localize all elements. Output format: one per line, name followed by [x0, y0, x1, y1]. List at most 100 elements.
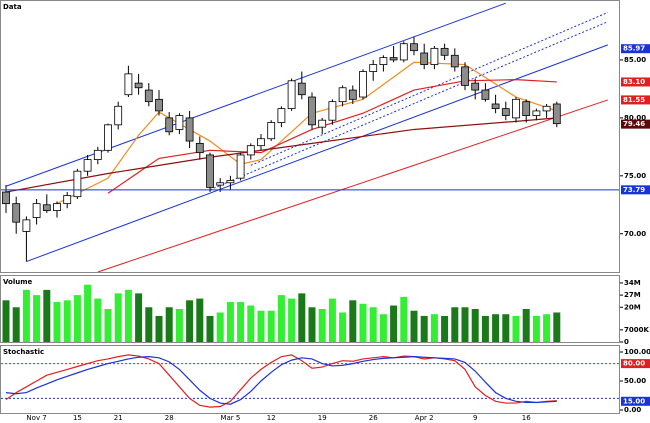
- candle-body: [338, 87, 347, 103]
- candle-body: [348, 89, 357, 100]
- volume-bar: [196, 298, 204, 342]
- candle-body: [328, 101, 337, 121]
- volume-bar: [308, 307, 316, 342]
- volume-bar: [257, 310, 265, 342]
- volume-bar: [522, 309, 530, 342]
- price-panel: [0, 0, 620, 273]
- volume-bar: [104, 309, 112, 342]
- candle-body: [552, 103, 561, 125]
- volume-bar: [43, 289, 51, 342]
- candle-body: [206, 154, 214, 188]
- volume-bar: [247, 305, 255, 342]
- trend-line: [26, 44, 608, 263]
- volume-bar: [63, 300, 71, 342]
- candle-body: [461, 66, 469, 86]
- candle-body: [175, 115, 184, 130]
- volume-bar: [379, 314, 387, 342]
- candle-body: [287, 80, 296, 110]
- x-tick-label: 19: [318, 414, 327, 422]
- volume-bar: [267, 310, 275, 342]
- candle-body: [430, 47, 439, 65]
- candle-body: [236, 154, 245, 179]
- candle-body: [155, 98, 163, 112]
- candle-body: [471, 82, 480, 91]
- volume-bar: [471, 309, 479, 342]
- trend-line: [250, 11, 608, 166]
- candle-body: [542, 105, 551, 112]
- candle-body: [83, 159, 92, 172]
- volume-bar: [502, 314, 510, 342]
- volume-bar: [461, 307, 469, 342]
- candle-body: [522, 101, 531, 116]
- volume-bar: [359, 303, 367, 342]
- volume-bar: [349, 300, 357, 342]
- candle-body: [195, 142, 204, 154]
- volume-bar: [12, 307, 20, 342]
- candle-body: [53, 203, 61, 211]
- volume-bar: [298, 293, 306, 342]
- volume-bar: [410, 310, 418, 342]
- y-tick-label: 75.00: [624, 172, 646, 180]
- candle-body: [532, 110, 541, 116]
- volume-bar: [226, 302, 234, 342]
- volume-bar: [492, 314, 500, 342]
- volume-bar: [2, 300, 10, 342]
- volume-bar: [369, 307, 377, 342]
- x-tick-label: 9: [473, 414, 477, 422]
- candle-body: [420, 52, 429, 65]
- panel-title: Data: [3, 3, 22, 11]
- volume-bar: [420, 315, 428, 342]
- y-tick-label: 7000K: [624, 326, 649, 334]
- candle-body: [359, 71, 367, 98]
- series-line: [107, 79, 557, 194]
- x-tick-label: 12: [267, 414, 276, 422]
- x-tick-label: 21: [114, 414, 123, 422]
- value-marker: [621, 77, 650, 87]
- volume-bar: [532, 315, 540, 342]
- volume-bar: [277, 295, 285, 342]
- x-tick-label: Nov 7: [26, 414, 46, 422]
- volume-bar: [73, 295, 81, 342]
- x-tick-label: Apr 2: [415, 414, 434, 422]
- volume-bar: [543, 314, 551, 342]
- value-marker: [621, 95, 650, 105]
- volume-bar: [288, 298, 296, 342]
- candle-body: [42, 204, 51, 211]
- value-marker-label: 80.00: [623, 360, 645, 368]
- trend-line: [5, 2, 506, 187]
- volume-bar: [237, 302, 245, 342]
- candle-body: [440, 47, 449, 56]
- y-tick-label: 80.00: [624, 114, 646, 122]
- volume-bar: [216, 312, 224, 342]
- candle-body: [114, 105, 123, 126]
- volume-bar: [135, 293, 143, 342]
- candle-body: [246, 145, 255, 156]
- value-marker: [621, 396, 650, 406]
- y-tick-label: 20M: [624, 303, 641, 311]
- candle-body: [491, 103, 500, 110]
- y-tick-label: 34M: [624, 279, 641, 287]
- volume-bar: [451, 307, 459, 342]
- panel-title: Stochastic: [3, 348, 44, 356]
- y-tick-label: 50.00: [624, 377, 646, 385]
- y-tick-label: 70.00: [624, 230, 646, 238]
- volume-bar: [481, 315, 489, 342]
- candle-body: [185, 117, 194, 142]
- volume-bar: [206, 315, 214, 342]
- candle-body: [399, 43, 408, 61]
- value-marker: [621, 44, 650, 54]
- value-marker-label: 85.97: [623, 45, 645, 53]
- candle-body: [501, 108, 510, 116]
- volume-bar: [328, 298, 336, 342]
- candle-body: [216, 182, 225, 186]
- x-tick-label: 26: [369, 414, 378, 422]
- price-plot: [2, 2, 608, 272]
- candle-body: [22, 219, 31, 232]
- trend-line: [97, 99, 608, 272]
- candle-body: [63, 195, 72, 205]
- series-line: [5, 356, 557, 405]
- y-tick-label: 85.00: [624, 56, 646, 64]
- candle-body: [2, 191, 10, 205]
- candle-body: [389, 57, 398, 61]
- x-tick-label: 16: [522, 414, 531, 422]
